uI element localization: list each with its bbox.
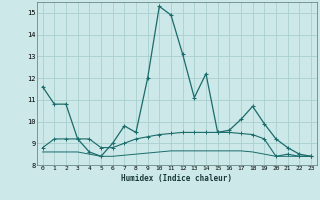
X-axis label: Humidex (Indice chaleur): Humidex (Indice chaleur): [121, 174, 232, 183]
